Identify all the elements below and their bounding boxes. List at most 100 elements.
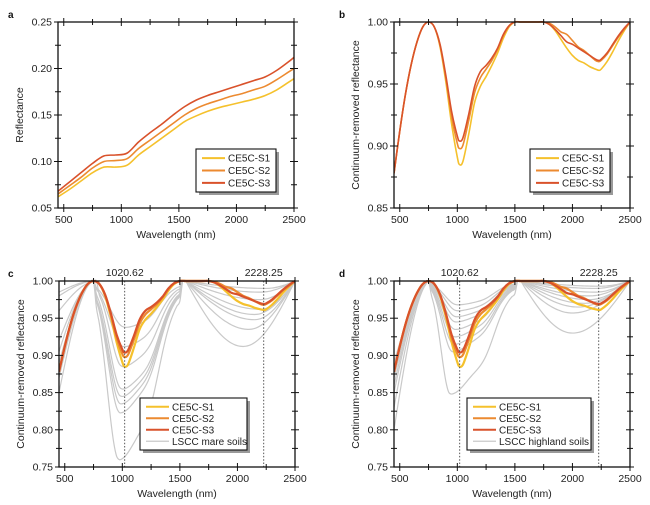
panel-label: c <box>8 269 14 280</box>
y-tick-label: 0.75 <box>33 462 54 474</box>
reference-curve <box>59 279 295 414</box>
reference-curve <box>59 279 295 368</box>
y-tick-label: 0.90 <box>368 141 389 153</box>
x-tick-label: 1000 <box>111 473 135 485</box>
y-axis-title: Continuum-removed reflectance <box>350 40 362 190</box>
reference-curve <box>394 280 630 364</box>
y-axis-title: Reflectance <box>14 87 26 143</box>
x-tick-label: 500 <box>55 214 73 226</box>
legend-entry: CE5C-S2 <box>562 166 605 177</box>
reference-curve <box>394 280 630 367</box>
reference-curve <box>59 279 295 348</box>
legend-entry: CE5C-S2 <box>172 414 215 425</box>
x-tick-label: 2500 <box>618 214 642 226</box>
x-tick-label: 1500 <box>167 214 191 226</box>
x-tick-label: 1000 <box>110 214 134 226</box>
panel-c: c 1020.62 2228.25 500 1000 1500 2000 2500 0.75 0.… <box>8 267 307 500</box>
x-tick-label: 500 <box>391 214 409 226</box>
series-line-ce5c-s1 <box>394 279 630 373</box>
marker-label: 1020.62 <box>106 267 144 279</box>
y-tick-label: 0.85 <box>368 387 389 399</box>
legend-entry: CE5C-S1 <box>562 154 605 165</box>
x-tick-label: 1500 <box>168 473 192 485</box>
y-tick-label: 0.10 <box>32 156 53 168</box>
x-tick-label: 1500 <box>503 214 527 226</box>
reference-curve <box>394 280 630 371</box>
y-tick-label: 0.90 <box>33 350 54 362</box>
x-tick-label: 500 <box>56 473 74 485</box>
y-tick-label: 0.15 <box>32 110 53 122</box>
reference-curve <box>394 279 630 393</box>
y-axis-title: Continuum-removed reflectance <box>350 299 362 449</box>
y-tick-label: 0.25 <box>32 17 53 29</box>
x-axis-title: Wavelength (nm) <box>137 488 217 500</box>
reference-curve <box>59 279 295 390</box>
y-tick-label: 0.95 <box>368 79 389 91</box>
legend-entry: LSCC highland soils <box>499 437 589 448</box>
marker-label: 2228.25 <box>580 267 618 279</box>
y-tick-label: 0.05 <box>32 203 53 215</box>
plot-area <box>58 56 294 198</box>
y-tick-label: 0.80 <box>33 424 54 436</box>
legend-entry: LSCC mare soils <box>172 437 247 448</box>
series-line-ce5c-s3 <box>58 56 294 192</box>
legend-entry: CE5C-S3 <box>562 178 605 189</box>
series-line-ce5c-s1 <box>58 78 294 198</box>
legend-entry: CE5C-S3 <box>228 178 271 189</box>
reference-curve <box>59 279 295 405</box>
y-tick-label: 0.90 <box>368 350 389 362</box>
x-tick-label: 1000 <box>446 473 470 485</box>
panel-label: a <box>8 10 14 21</box>
y-tick-label: 1.00 <box>368 17 389 29</box>
legend-entry: CE5C-S3 <box>172 425 215 436</box>
x-tick-label: 2000 <box>561 473 585 485</box>
legend-entry: CE5C-S1 <box>172 402 215 413</box>
y-tick-label: 0.85 <box>368 203 389 215</box>
series-line-ce5c-s3 <box>394 20 630 174</box>
y-tick-label: 1.00 <box>368 276 389 288</box>
reference-curve <box>394 279 630 378</box>
series-line-ce5c-s3 <box>394 279 630 373</box>
panel-label: d <box>339 269 345 280</box>
y-tick-label: 0.75 <box>368 462 389 474</box>
series-line-ce5c-s2 <box>394 279 630 373</box>
legend-entry: CE5C-S1 <box>228 154 271 165</box>
x-tick-label: 1000 <box>446 214 470 226</box>
x-tick-label: 500 <box>391 473 409 485</box>
reference-curve <box>394 280 630 375</box>
x-tick-label: 2000 <box>561 214 585 226</box>
marker-label: 2228.25 <box>245 267 283 279</box>
plot-area <box>394 20 630 174</box>
legend-entry: CE5C-S3 <box>499 425 542 436</box>
plot-area <box>59 279 295 461</box>
y-tick-label: 0.95 <box>368 313 389 325</box>
panel-b: b 500 1000 1500 2000 2500 0.85 0.90 0.95 1.00 Wave… <box>339 10 642 241</box>
legend-entry: CE5C-S2 <box>499 414 542 425</box>
y-tick-label: 1.00 <box>33 276 54 288</box>
reference-curve <box>59 279 295 328</box>
legend-entry: CE5C-S2 <box>228 166 271 177</box>
x-axis-title: Wavelength (nm) <box>136 229 216 241</box>
y-tick-label: 0.95 <box>33 313 54 325</box>
x-tick-label: 2000 <box>226 473 250 485</box>
panel-d: d 1020.62 2228.25 500 1000 1500 2000 2500 0.75 0.… <box>339 267 642 500</box>
marker-label: 1020.62 <box>441 267 479 279</box>
x-tick-label: 2500 <box>282 214 306 226</box>
y-tick-label: 0.85 <box>33 387 54 399</box>
panel-label: b <box>339 10 345 21</box>
reference-curve <box>59 279 295 398</box>
plot-area <box>394 279 630 430</box>
x-axis-title: Wavelength (nm) <box>472 229 552 241</box>
x-tick-label: 2500 <box>283 473 307 485</box>
series-line-ce5c-s2 <box>58 67 294 195</box>
x-axis-title: Wavelength (nm) <box>472 488 552 500</box>
y-tick-label: 0.80 <box>368 424 389 436</box>
x-tick-label: 1500 <box>503 473 527 485</box>
legend-entry: CE5C-S1 <box>499 402 542 413</box>
y-axis-title: Continuum-removed reflectance <box>15 299 27 449</box>
